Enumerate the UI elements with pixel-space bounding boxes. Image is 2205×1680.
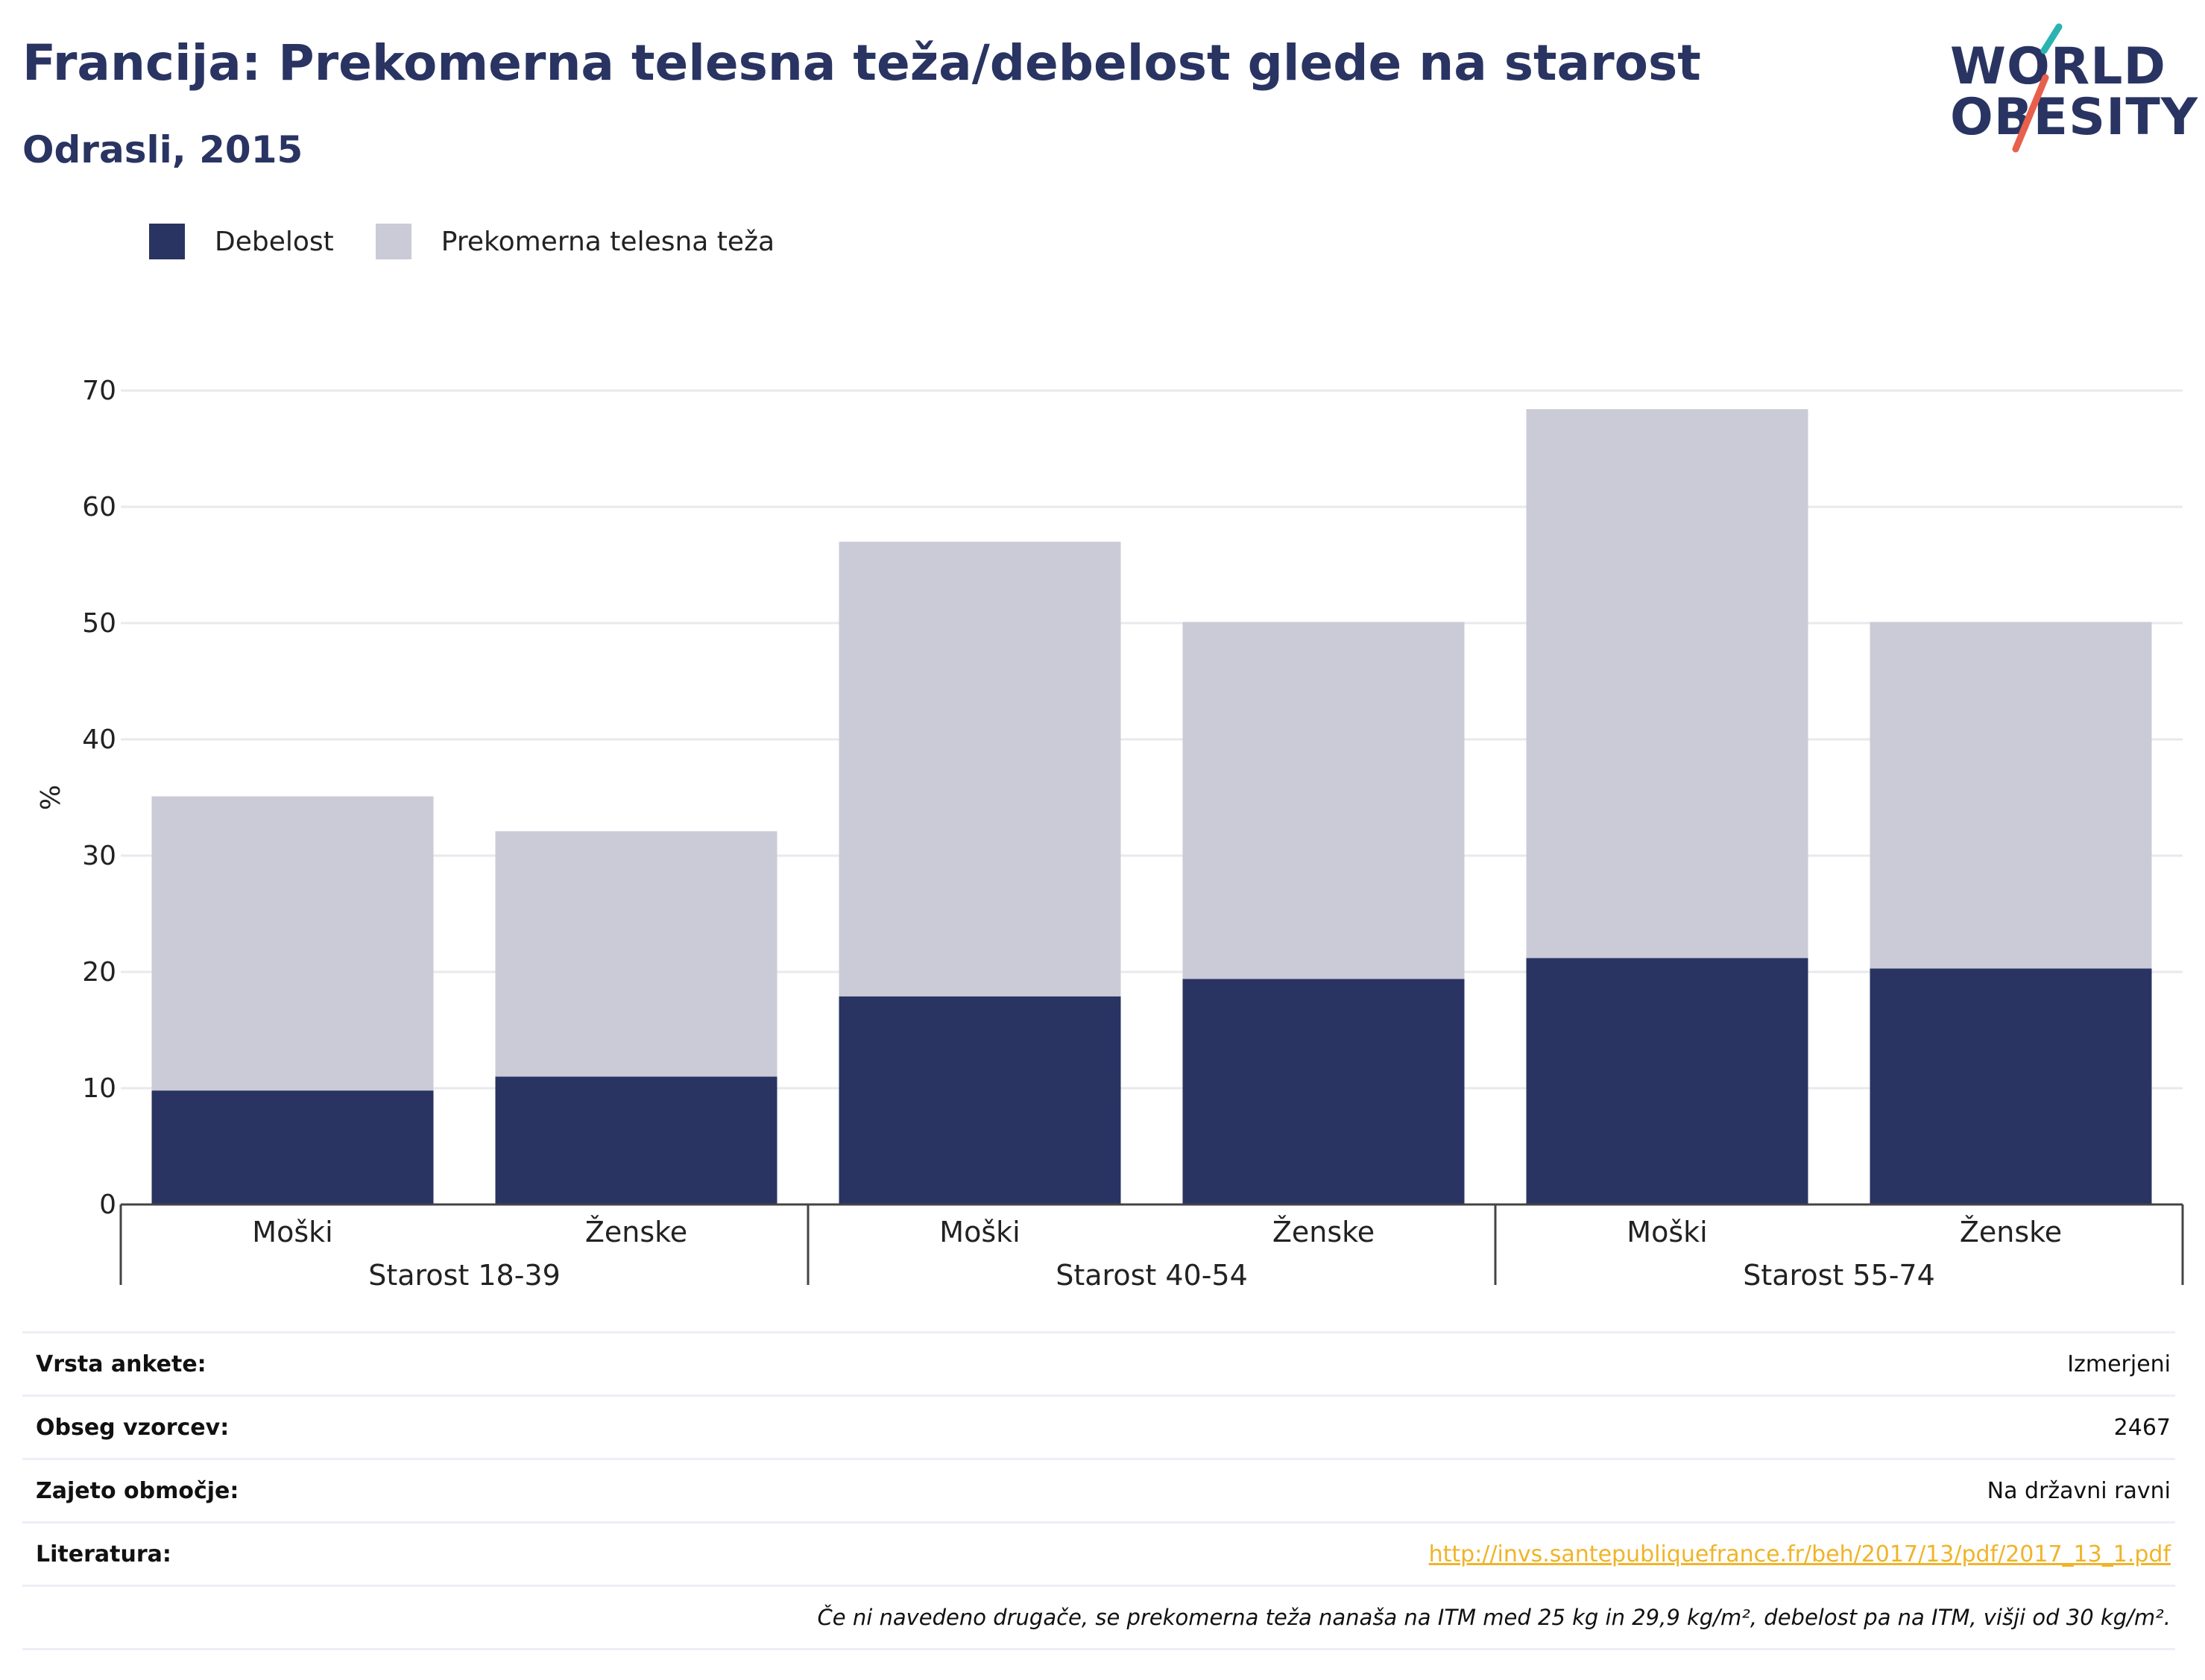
stacked-bar-chart: 0 10 20 30 40 50 60 70% Moški Ženske Moški Ženske Mo…	[36, 376, 2184, 1292]
info-row-survey-type: Vrsta ankete: Izmerjeni	[22, 1331, 2175, 1395]
y-tick-label: 30	[82, 841, 116, 871]
logo-line-2: OBESITY	[1950, 88, 2198, 147]
bar-overweight	[1182, 622, 1465, 979]
y-tick-label: 50	[82, 608, 116, 639]
bar-obesity	[1182, 979, 1465, 1204]
bar-overweight	[839, 541, 1121, 997]
chart-title: Francija: Prekomerna telesna teža/debelo…	[22, 34, 1701, 92]
info-value-area-covered: Na državni ravni	[1987, 1477, 2171, 1504]
bar-obesity	[151, 1090, 434, 1204]
info-row-literature: Literatura: http://invs.santepubliquefra…	[22, 1521, 2175, 1585]
y-tick-label: 40	[82, 724, 116, 755]
bar-obesity	[495, 1076, 777, 1204]
x-category-label: Moški	[939, 1216, 1020, 1248]
bar-overweight	[151, 796, 434, 1091]
bar-obesity	[1526, 958, 1808, 1204]
y-tick-label: 60	[82, 492, 116, 522]
logo-slash-icon	[2012, 23, 2063, 153]
y-axis-label: %	[36, 785, 66, 810]
info-key-area-covered: Zajeto območje:	[36, 1477, 239, 1504]
y-tick-label: 70	[82, 376, 116, 406]
legend-swatch-obesity	[149, 224, 185, 259]
x-group-label: Starost 18-39	[368, 1259, 561, 1292]
bar-overweight	[1526, 408, 1808, 959]
y-tick-label: 10	[82, 1073, 116, 1104]
survey-info-table: Vrsta ankete: Izmerjeni Obseg vzorcev: 2…	[22, 1331, 2175, 1650]
info-row-area-covered: Zajeto območje: Na državni ravni	[22, 1458, 2175, 1521]
literature-link[interactable]: http://invs.santepubliquefrance.fr/beh/2…	[1428, 1541, 2171, 1567]
legend-swatch-overweight	[375, 224, 411, 259]
bmi-definition-note: Če ni navedeno drugače, se prekomerna te…	[817, 1605, 2171, 1630]
logo-line-1: WORLD	[1950, 37, 2166, 96]
x-group-label: Starost 55-74	[1743, 1259, 1935, 1292]
info-row-sample-size: Obseg vzorcev: 2467	[22, 1395, 2175, 1458]
legend-item-overweight[interactable]: Prekomerna telesna teža	[375, 224, 775, 259]
x-category-label: Ženske	[1272, 1216, 1375, 1248]
chart-legend: Debelost Prekomerna telesna teža	[149, 224, 816, 259]
info-value-sample-size: 2467	[2113, 1414, 2171, 1441]
info-key-literature: Literatura:	[36, 1541, 171, 1567]
y-tick-label: 20	[82, 957, 116, 988]
bar-overweight	[495, 831, 777, 1077]
legend-item-obesity[interactable]: Debelost	[149, 224, 334, 259]
x-category-label: Moški	[252, 1216, 332, 1248]
chart-subtitle: Odrasli, 2015	[22, 128, 303, 171]
x-category-label: Moški	[1627, 1216, 1707, 1248]
bar-overweight	[1870, 622, 2152, 969]
info-key-survey-type: Vrsta ankete:	[36, 1351, 206, 1377]
legend-label-overweight: Prekomerna telesna teža	[441, 226, 775, 257]
world-obesity-logo: WORLD OBESITY	[1938, 22, 2198, 157]
bar-obesity	[839, 996, 1121, 1204]
bar-obesity	[1870, 968, 2152, 1204]
info-value-survey-type: Izmerjeni	[2067, 1351, 2171, 1377]
x-group-label: Starost 40-54	[1056, 1259, 1248, 1292]
info-key-sample-size: Obseg vzorcev:	[36, 1414, 230, 1441]
x-category-label: Ženske	[585, 1216, 687, 1248]
x-category-label: Ženske	[1960, 1216, 2062, 1248]
info-row-note: Če ni navedeno drugače, se prekomerna te…	[22, 1585, 2175, 1650]
y-tick-label: 0	[99, 1190, 116, 1220]
legend-label-obesity: Debelost	[215, 226, 334, 257]
